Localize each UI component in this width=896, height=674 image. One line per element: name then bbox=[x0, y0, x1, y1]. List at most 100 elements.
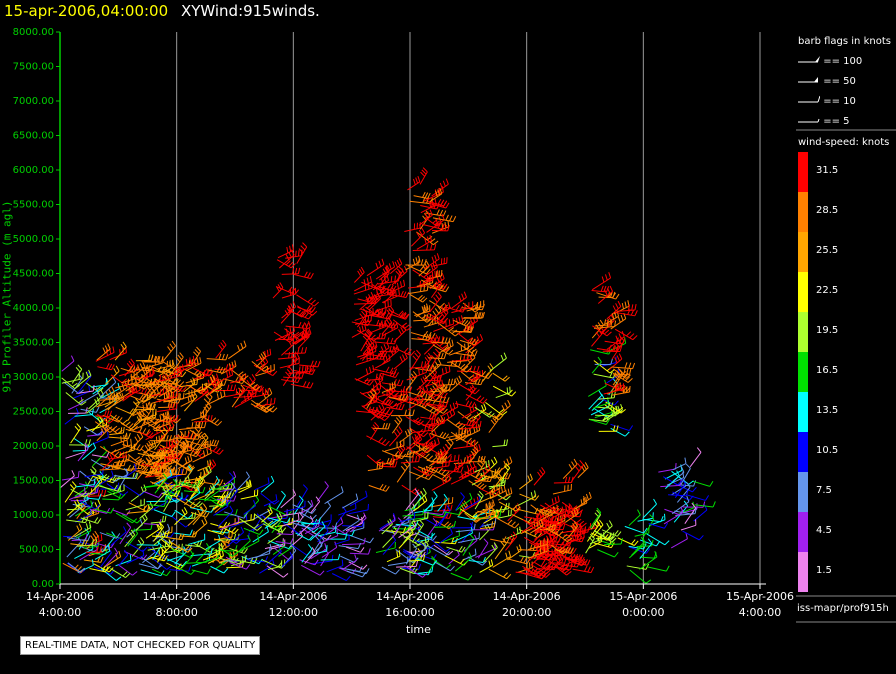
barb-flag bbox=[297, 513, 300, 520]
barb-flag bbox=[394, 419, 399, 425]
wind-barb bbox=[449, 375, 462, 393]
barb-shaft bbox=[198, 498, 218, 502]
wind-barb bbox=[406, 366, 428, 381]
barb-flag bbox=[233, 528, 239, 534]
barb-flag bbox=[458, 375, 462, 382]
barb-flag bbox=[389, 345, 392, 352]
barb-flag bbox=[364, 319, 369, 326]
barb-flag bbox=[294, 267, 298, 274]
wind-barb bbox=[495, 456, 513, 475]
barb-flag bbox=[276, 514, 281, 520]
barb-flag bbox=[76, 525, 80, 532]
barb-flag bbox=[114, 427, 120, 433]
barb-flag bbox=[418, 563, 422, 570]
barb-flag bbox=[76, 499, 80, 505]
barb-flag bbox=[450, 360, 454, 367]
wind-barb bbox=[76, 384, 95, 395]
barb-flag bbox=[137, 539, 143, 546]
barb-flag bbox=[432, 517, 438, 524]
barb-shaft bbox=[437, 498, 448, 512]
barb-flag bbox=[472, 374, 476, 381]
barb-flag bbox=[108, 417, 113, 423]
barb-flag bbox=[369, 275, 373, 283]
wind-barb bbox=[304, 547, 316, 564]
barb-flag bbox=[162, 544, 167, 551]
barb-flag bbox=[196, 449, 202, 454]
barb-shaft bbox=[99, 532, 117, 539]
barb-flag bbox=[171, 511, 176, 517]
barb-shaft bbox=[431, 183, 449, 197]
barb-flag bbox=[151, 433, 156, 439]
wind-barb bbox=[109, 426, 125, 436]
barb-flag bbox=[472, 512, 478, 518]
barb-flag bbox=[107, 545, 111, 552]
barb-flag bbox=[364, 333, 370, 339]
barb-flag bbox=[390, 324, 393, 331]
wind-barb bbox=[128, 502, 151, 512]
wind-barb bbox=[410, 330, 436, 339]
barb-shaft bbox=[217, 546, 233, 557]
wind-barb bbox=[354, 266, 365, 283]
barb-shaft bbox=[213, 505, 229, 516]
barb-flag bbox=[78, 398, 84, 404]
barb-flag bbox=[399, 312, 404, 318]
barb-shaft bbox=[338, 508, 357, 516]
barb-flag bbox=[424, 473, 430, 479]
barb-flag bbox=[196, 378, 199, 385]
barb-flag bbox=[418, 369, 420, 376]
barb-flag bbox=[218, 344, 223, 350]
barb-flag bbox=[110, 507, 115, 514]
barb-flag bbox=[422, 572, 428, 578]
wind-barb bbox=[282, 513, 300, 527]
barb-flag bbox=[438, 187, 441, 194]
barb-flag bbox=[276, 516, 282, 522]
barb-flag bbox=[489, 363, 494, 369]
barb-shaft bbox=[61, 360, 75, 372]
wind-barb bbox=[161, 369, 182, 382]
barb-flag bbox=[365, 330, 371, 337]
barb-flag bbox=[456, 377, 460, 384]
wind-barb bbox=[270, 512, 283, 529]
wind-barb bbox=[221, 481, 236, 503]
barb-flag bbox=[286, 517, 291, 524]
barb-flag bbox=[379, 320, 383, 327]
wind-barb bbox=[187, 506, 204, 526]
barb-flag bbox=[439, 317, 445, 323]
barb-flag bbox=[107, 456, 111, 462]
barb-flag bbox=[468, 401, 473, 408]
barb-flag bbox=[123, 526, 127, 533]
wind-barb bbox=[373, 337, 398, 345]
barb-shaft bbox=[265, 551, 282, 566]
barb-flag bbox=[309, 309, 315, 314]
barb-flag bbox=[416, 492, 422, 498]
barb-flag bbox=[394, 346, 398, 353]
barb-flag bbox=[407, 349, 412, 355]
wind-barb bbox=[154, 473, 168, 494]
barb-flag bbox=[463, 291, 467, 298]
barb-flag bbox=[258, 355, 263, 361]
barb-shaft bbox=[100, 568, 117, 581]
barb-flag bbox=[170, 382, 173, 389]
wind-barb bbox=[366, 258, 385, 277]
wind-barb bbox=[492, 372, 510, 382]
barb-flag bbox=[182, 461, 188, 467]
barb-flag bbox=[138, 459, 145, 464]
barb-flag bbox=[496, 467, 501, 473]
wind-barb bbox=[90, 471, 110, 481]
barb-flag bbox=[424, 361, 427, 368]
barb-flag bbox=[425, 469, 431, 475]
barb-flag bbox=[407, 530, 412, 537]
barb-shaft bbox=[381, 566, 396, 575]
barb-flag bbox=[410, 508, 414, 514]
barb-flag bbox=[470, 325, 473, 332]
barb-flag bbox=[88, 521, 92, 528]
barb-flag bbox=[440, 384, 446, 389]
barb-flag bbox=[285, 328, 288, 335]
barb-flag bbox=[286, 509, 288, 516]
barb-flag bbox=[378, 373, 381, 380]
barb-flag bbox=[98, 493, 102, 500]
wind-barb bbox=[263, 494, 278, 507]
barb-flag bbox=[479, 420, 482, 427]
barb-flag bbox=[388, 263, 392, 270]
wind-barb bbox=[179, 512, 197, 520]
